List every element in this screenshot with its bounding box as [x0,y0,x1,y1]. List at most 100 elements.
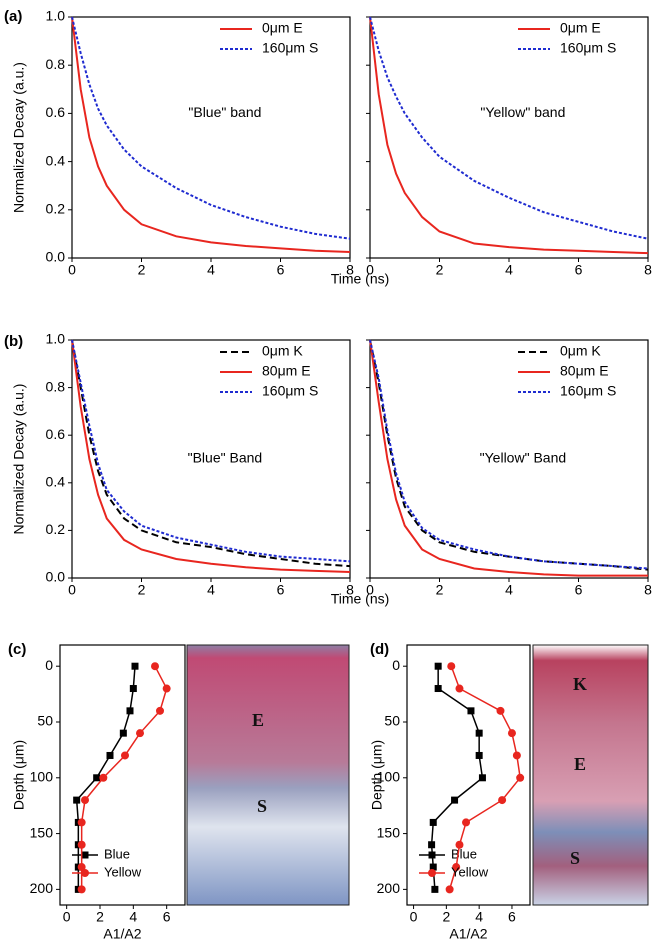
x-tick-label: 6 [575,262,583,278]
y-tick-label: 0.0 [46,569,66,585]
data-point [498,796,507,805]
y-tick-label: 200 [377,880,401,896]
y-tick-label: 0.2 [46,521,66,537]
data-point [119,729,127,737]
x-tick-label: 4 [505,582,513,598]
data-point [429,818,437,826]
annotation: "Yellow" band [480,104,565,120]
x-axis-label: A1/A2 [449,926,487,942]
x-tick-label: 8 [346,582,354,598]
data-point [77,885,86,894]
data-point [93,774,101,782]
y-tick-label: 150 [30,824,54,840]
decay-curve [369,339,649,570]
x-tick-label: 2 [442,909,450,925]
data-point [462,818,471,827]
data-point [429,863,437,871]
legend-label: 160μm S [262,40,318,56]
legend-label: 0μm E [560,20,601,36]
data-point [151,662,159,671]
data-point [447,662,456,671]
y-tick-label: 200 [30,880,54,896]
data-point [455,684,464,693]
y-tick-label: 0.4 [46,152,66,168]
data-point [162,684,171,693]
x-tick-label: 4 [207,262,215,278]
y-tick-label: 0.0 [46,249,66,265]
image-label: S [570,848,580,868]
data-point [77,863,86,872]
y-tick-label: 1.0 [46,331,66,347]
data-point [445,885,454,894]
x-tick-label: 4 [129,909,137,925]
decay-curve [369,16,649,255]
legend-marker [81,851,89,859]
y-tick-label: 0.8 [46,56,66,72]
plot-frame [406,644,531,906]
x-tick-label: 4 [475,909,483,925]
image-label: E [574,754,586,774]
legend-label: 80μm E [560,363,609,379]
data-point [478,774,486,782]
y-tick-label: 0 [392,657,400,673]
data-point [129,685,137,693]
decay-curve [369,339,648,577]
panel-label: (c) [8,641,26,658]
y-tick-label: 50 [384,713,400,729]
annotation: "Yellow" Band [480,450,566,466]
x-axis-label: Time (ns) [331,271,390,287]
decay-curve [71,16,351,240]
legend-label: 80μm E [262,363,311,379]
y-tick-label: 0.6 [46,104,66,120]
panel-label: (d) [370,641,389,658]
decay-curve [369,339,649,571]
x-tick-label: 2 [436,262,444,278]
y-tick-label: 1.0 [46,8,66,24]
data-point [77,818,86,827]
x-tick-label: 6 [575,582,583,598]
x-tick-label: 4 [505,262,513,278]
decay-curve [71,339,351,568]
plot-frame [59,644,186,906]
histology-image [186,644,350,906]
y-tick-label: 0.4 [46,474,66,490]
data-point [512,751,521,760]
legend-label: Yellow [104,864,142,879]
x-tick-label: 6 [508,909,516,925]
image-label: E [252,710,264,730]
panel-label: (a) [4,8,22,25]
y-axis-label: Depth (μm) [369,740,385,810]
data-point [73,796,81,804]
data-point [434,662,442,670]
y-tick-label: 50 [37,713,53,729]
data-point [77,840,86,849]
legend-label: Blue [104,846,130,861]
decay-curve [71,339,351,563]
y-tick-label: 100 [30,768,54,784]
legend-label: 160μm S [262,383,318,399]
data-point [467,707,475,715]
y-tick-label: 150 [377,824,401,840]
legend-label: 160μm S [560,40,616,56]
x-tick-label: 6 [277,582,285,598]
image-label: S [257,796,267,816]
y-axis-label: Normalized Decay (a.u.) [11,384,27,535]
data-point [136,729,144,738]
panel-label: (b) [4,333,23,350]
x-axis-label: A1/A2 [103,926,141,942]
data-point [455,840,464,849]
data-point [121,751,129,760]
x-tick-label: 6 [163,909,171,925]
data-point [81,796,89,805]
data-point [428,841,436,849]
decay-curve [71,16,351,253]
annotation: "Blue" band [188,104,261,120]
data-point [452,863,461,872]
x-tick-label: 4 [207,582,215,598]
y-tick-label: 0.8 [46,378,66,394]
legend-label: Yellow [451,864,489,879]
legend-marker [428,869,436,877]
x-tick-label: 2 [138,262,146,278]
x-tick-label: 8 [644,582,652,598]
